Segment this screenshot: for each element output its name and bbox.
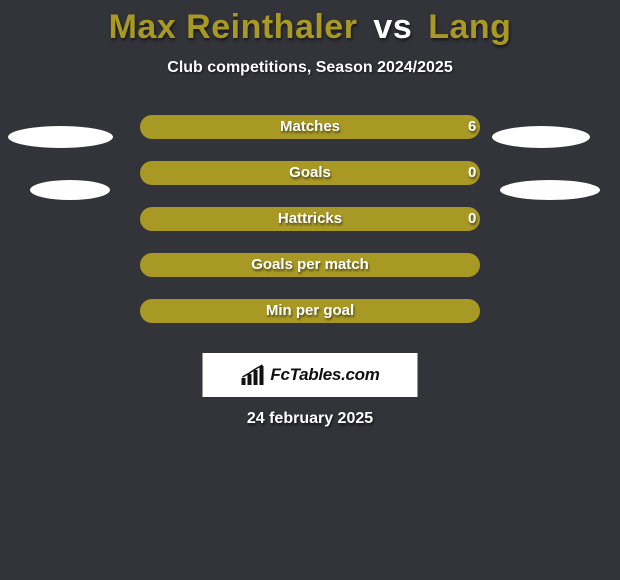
stat-row: Min per goal (0, 299, 620, 345)
bars-icon (240, 364, 266, 386)
fctables-logo: FcTables.com (203, 353, 418, 397)
stat-row: Hattricks 0 (0, 207, 620, 253)
comparison-title: Max Reinthaler vs Lang (0, 0, 620, 47)
stat-value: 6 (468, 115, 476, 139)
player2-name: Lang (428, 8, 511, 46)
date-text: 24 february 2025 (247, 410, 373, 428)
stat-rows: Matches 6 Goals 0 Hattricks 0 Goals per match M… (0, 115, 620, 345)
stat-row: Matches 6 (0, 115, 620, 161)
stat-row: Goals 0 (0, 161, 620, 207)
stat-label: Goals (289, 161, 331, 185)
stat-value: 0 (468, 161, 476, 185)
stat-label: Hattricks (278, 207, 342, 231)
subtitle: Club competitions, Season 2024/2025 (0, 59, 620, 77)
stat-label: Goals per match (251, 253, 369, 277)
stat-row: Goals per match (0, 253, 620, 299)
stat-label: Matches (280, 115, 340, 139)
player1-name: Max Reinthaler (109, 8, 358, 46)
stat-label: Min per goal (266, 299, 354, 323)
vs-text: vs (373, 8, 412, 46)
stat-value: 0 (468, 207, 476, 231)
logo-text: FcTables.com (270, 365, 379, 385)
